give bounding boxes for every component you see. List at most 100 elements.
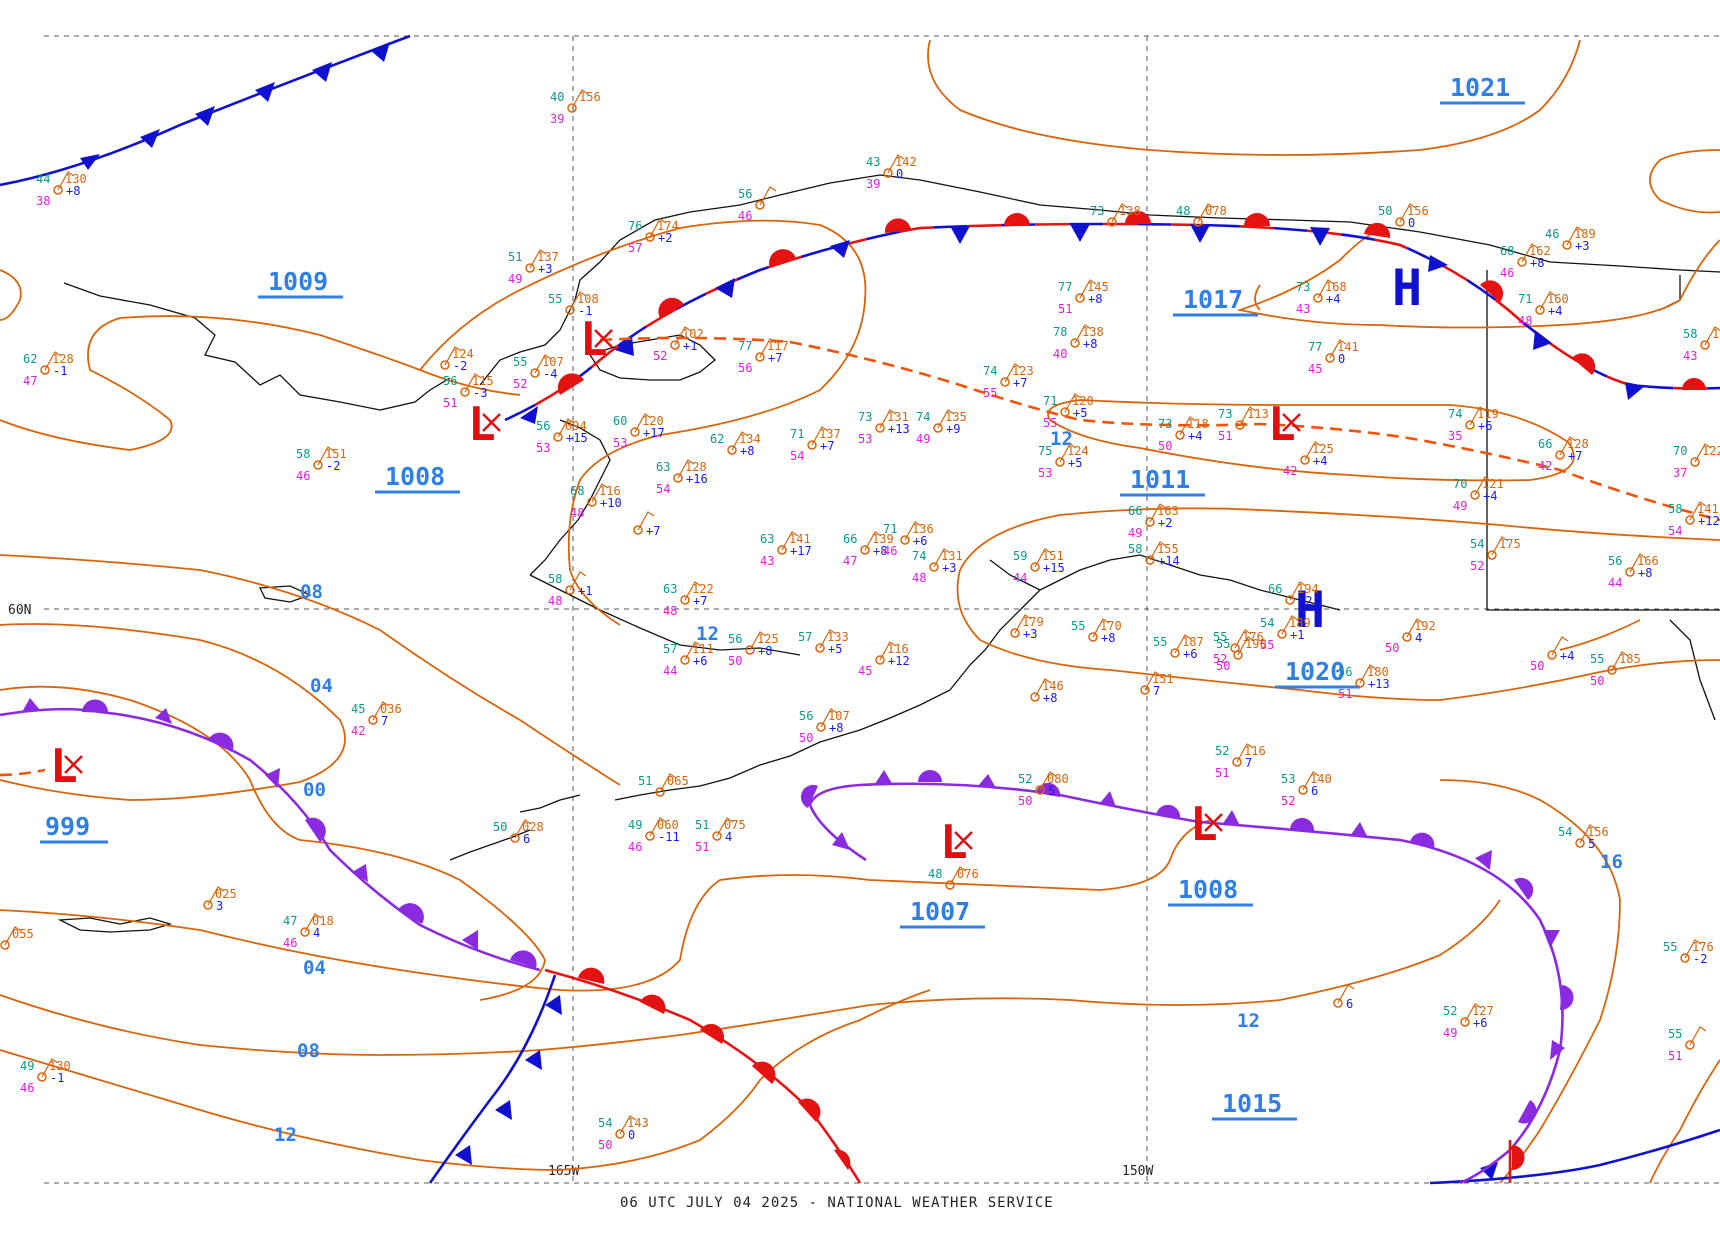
wind-barb [1469, 406, 1487, 426]
station-dewpoint: 51 [1058, 302, 1072, 316]
wind-barb [649, 218, 667, 238]
station-circle [1075, 293, 1085, 303]
station-temperature: 70 [1453, 477, 1467, 491]
station-temperature: 49 [20, 1059, 34, 1073]
station-temperature: 56 [738, 187, 752, 201]
pressure-value-label: 1015 [1212, 1089, 1297, 1121]
station-circle [755, 352, 765, 362]
station-temperature: 70 [1673, 444, 1687, 458]
station-plot: 66 128 42 +7 [1538, 436, 1589, 473]
station-tendency: +2 [658, 231, 672, 245]
station-pressure: 128 [52, 352, 74, 366]
station-pressure: 055 [12, 927, 34, 941]
station-plot: 71 160 48 +4 [1518, 291, 1569, 328]
station-pressure: 060 [657, 818, 679, 832]
station-pressure: 180 [1367, 665, 1389, 679]
station-temperature: 40 [550, 90, 564, 104]
station-temperature: 66 [1128, 504, 1142, 518]
wind-barb [1579, 824, 1597, 844]
station-pressure: 162 [1529, 244, 1551, 258]
station-pressure: 140 [1310, 772, 1332, 786]
station-dewpoint: 50 [1590, 674, 1604, 688]
station-pressure: 170 [1100, 619, 1122, 633]
station-circle [37, 1072, 47, 1082]
wind-barb [317, 446, 335, 466]
station-tendency: +13 [888, 422, 910, 436]
station-pressure: 175 [1499, 537, 1521, 551]
station-plot: 146+8 [1030, 678, 1064, 705]
wind-barb [1174, 634, 1192, 654]
wind-barb [464, 373, 482, 393]
station-temperature: 73 [1090, 204, 1104, 218]
isobars [0, 39, 1720, 1184]
station-dewpoint: 49 [1128, 526, 1142, 540]
station-circle [460, 387, 470, 397]
station-dewpoint: 50 [1158, 439, 1172, 453]
station-temperature: 71 [883, 522, 897, 536]
wind-barb [44, 351, 62, 371]
station-plot: 45 036 42 7 [351, 701, 402, 738]
station-dewpoint: 45 [1308, 362, 1322, 376]
station-pressure: 124 [452, 347, 474, 361]
wind-barb [1689, 501, 1707, 521]
station-plot: 55 170+8 [1071, 618, 1122, 645]
station-pressure: 127 [1472, 1004, 1494, 1018]
station-circle [745, 645, 755, 655]
station-temperature: 48 [928, 867, 942, 881]
station-tendency: 0 [896, 167, 903, 181]
station-pressure: 102 [682, 327, 704, 341]
wind-barb [1551, 636, 1569, 656]
station-tendency: +3 [1023, 627, 1037, 641]
wind-barb [864, 531, 882, 551]
station-plot: 74 131 48 +3 [912, 548, 963, 585]
station-dewpoint: 50 [799, 731, 813, 745]
station-pressure: 137 [819, 427, 841, 441]
station-circle [630, 427, 640, 437]
station-plot: 66 139 47 +8 [843, 531, 894, 568]
station-pressure: 121 [1482, 477, 1504, 491]
station-pressure: 155 [1157, 542, 1179, 556]
station-plot: 73 113 51 [1218, 406, 1269, 443]
station-circle [1690, 457, 1700, 467]
station-plot: 57 111 44 +6 [663, 641, 714, 678]
station-pressure: 176 [1692, 940, 1714, 954]
station-pressure: 138 [1082, 325, 1104, 339]
station-pressure: 166 [1637, 554, 1659, 568]
station-dewpoint: 49 [1443, 1026, 1457, 1040]
isobar-label: 04 [310, 675, 333, 697]
station-pressure: 130 [49, 1059, 71, 1073]
station-circle [587, 497, 597, 507]
station-tendency: +5 [1073, 406, 1087, 420]
station-tendency: +2 [1158, 516, 1172, 530]
station-dewpoint: 44 [1013, 571, 1027, 585]
station-tendency: +5 [828, 642, 842, 656]
station-pressure: 174 [657, 219, 679, 233]
station-pressure: 135 [945, 410, 967, 424]
low-pressure-symbol: L [468, 397, 501, 451]
isobar-labels: 08 04 00 04 08 12 12 12 16 12 [274, 428, 1623, 1146]
station-circle [712, 831, 722, 841]
station-dewpoint: 42 [351, 724, 365, 738]
station-circle [655, 787, 665, 797]
wind-barb [1234, 629, 1252, 649]
pressure-value-label: 1021 [1440, 73, 1525, 105]
wind-barb [819, 629, 837, 649]
station-plot: 54 189 55 +1 [1260, 615, 1311, 652]
wind-barb [529, 249, 547, 269]
station-plot: 55 176 52 [1213, 629, 1264, 666]
station-dewpoint: 50 [1385, 641, 1399, 655]
station-circle [313, 460, 323, 470]
low-pressure-symbol: L [1268, 397, 1301, 451]
station-dewpoint: 57 [628, 241, 642, 255]
station-temperature: 52 [1018, 772, 1032, 786]
station-plot: 77 145 51 +8 [1058, 279, 1109, 316]
station-temperature: 54 [1470, 537, 1484, 551]
isobar-label: 12 [274, 1124, 297, 1146]
station-plot: 52 080 50 5 [1018, 771, 1069, 808]
wind-barb [1539, 291, 1557, 311]
station-circle [633, 525, 643, 535]
station-temperature: 56 [536, 419, 550, 433]
station-circle [53, 185, 63, 195]
station-tendency: +4 [1548, 304, 1562, 318]
